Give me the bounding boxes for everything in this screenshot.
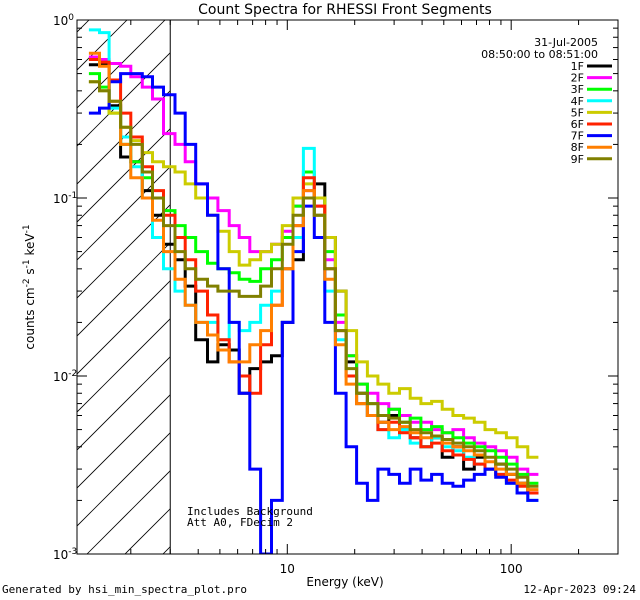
legend-label-4F: 4F — [571, 95, 584, 108]
x-tick-label: 100 — [500, 562, 523, 576]
axis-ticks: 10 100 100 10-1 10-2 10-3 — [53, 13, 619, 576]
observation-date: 31-Jul-2005 — [534, 36, 598, 49]
legend-label-7F: 7F — [571, 130, 584, 143]
chart-title: Count Spectra for RHESSI Front Segments — [198, 2, 492, 18]
observation-time-range: 08:50:00 to 08:51:00 — [481, 48, 598, 61]
hatch-line — [77, 432, 171, 527]
series-7F — [88, 72, 539, 554]
hatch-line — [77, 356, 171, 451]
legend-label-3F: 3F — [571, 83, 584, 96]
legend-label-1F: 1F — [571, 60, 584, 73]
x-axis-label: Energy (keV) — [306, 575, 383, 589]
legend-label-5F: 5F — [571, 106, 584, 119]
hatch-line — [0, 0, 77, 554]
x-tick-label: 10 — [280, 562, 295, 576]
hatch-line — [77, 394, 171, 489]
series-8F — [88, 51, 539, 492]
series-6F — [88, 58, 539, 495]
hatch-line — [77, 204, 171, 299]
hatch-line — [77, 90, 171, 185]
series-2F — [88, 55, 539, 476]
excluded-energy-region — [0, 0, 171, 554]
y-tick-label: 10-1 — [53, 191, 77, 206]
series-5F — [88, 80, 539, 459]
y-tick-label: 10-3 — [53, 547, 77, 562]
plot-frame — [76, 19, 619, 555]
legend-label-9F: 9F — [571, 153, 584, 166]
series-1F — [88, 63, 539, 495]
series-9F — [88, 80, 539, 488]
y-tick-label: 100 — [53, 13, 74, 28]
hatch-line — [162, 546, 171, 554]
annotation-background: Includes Background — [187, 505, 313, 518]
footer-date: 12-Apr-2023 09:24 — [523, 583, 636, 596]
series-group — [88, 28, 539, 554]
y-tick-label: 10-2 — [53, 369, 77, 384]
hatch-line — [124, 508, 171, 554]
legend-label-2F: 2F — [571, 72, 584, 85]
generated-by-text: Generated by hsi_min_spectra_plot.pro — [2, 583, 248, 596]
hatch-line — [77, 242, 171, 337]
annotation-attenuator: Att A0, FDecim 2 — [187, 516, 293, 529]
series-3F — [88, 72, 539, 485]
legend-label-6F: 6F — [571, 118, 584, 131]
hatch-line — [77, 52, 171, 147]
y-axis-label: counts cm-2 s-1 keV-1 — [22, 224, 37, 349]
legend-label-8F: 8F — [571, 141, 584, 154]
hatch-line — [77, 20, 166, 109]
